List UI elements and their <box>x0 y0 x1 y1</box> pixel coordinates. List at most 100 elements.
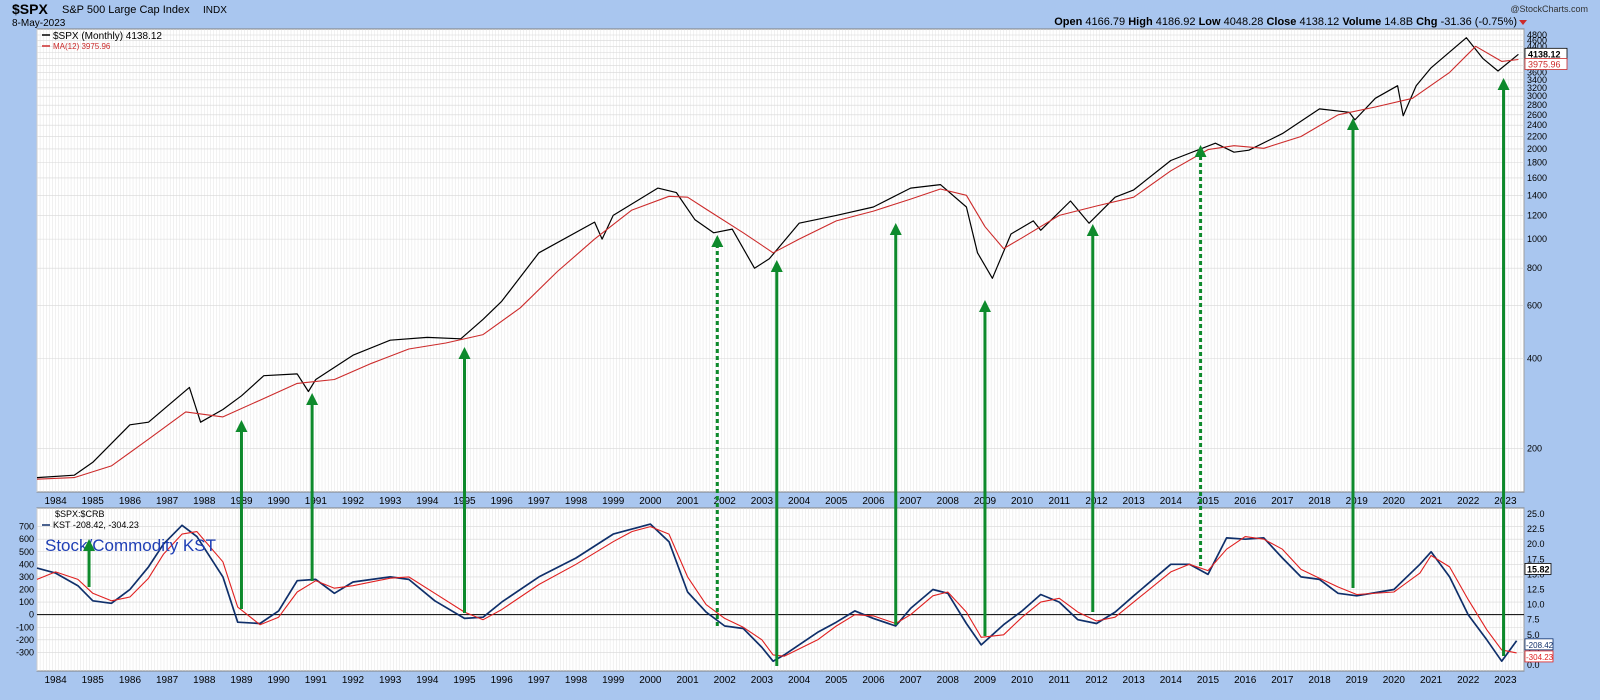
y-tick-label-right: 22.5 <box>1527 524 1545 534</box>
arrow-up-icon <box>1194 145 1207 157</box>
x-tick-label: 1984 <box>44 675 67 686</box>
x-tick-label: 2014 <box>1160 675 1183 686</box>
x-tick-label: 2004 <box>788 496 811 507</box>
x-tick-label: 2016 <box>1234 496 1257 507</box>
kst-annotation: Stock/Commodity KST <box>45 536 216 555</box>
y-tick-label-right: 10.0 <box>1527 600 1545 610</box>
x-tick-label: 2012 <box>1085 675 1108 686</box>
y-tick-label-right: 17.5 <box>1527 554 1545 564</box>
kst-signal-line <box>36 526 1517 657</box>
x-tick-label: 2014 <box>1160 496 1183 507</box>
right-axis-tag-box <box>1524 563 1552 575</box>
y-tick-label: 700 <box>19 522 34 532</box>
signal-arrows <box>83 78 1510 666</box>
price-legend-label: $SPX (Monthly) 4138.12 <box>53 31 162 42</box>
x-tick-label: 2019 <box>1346 496 1369 507</box>
x-tick-label: 1996 <box>491 675 514 686</box>
y-tick-label: 1000 <box>1527 234 1547 244</box>
x-tick-label: 2007 <box>899 675 922 686</box>
chg-value: -31.36 (-0.75%) <box>1441 16 1517 28</box>
y-tick-label: 1600 <box>1527 173 1547 183</box>
y-tick-label: 200 <box>1527 444 1542 454</box>
last-value-tag: -208.42 <box>1526 641 1554 650</box>
x-tick-label: 2016 <box>1234 675 1257 686</box>
chg-label: Chg <box>1416 16 1437 28</box>
y-tick-label: 3200 <box>1527 83 1547 93</box>
x-tick-label: 2011 <box>1049 675 1071 686</box>
y-tick-label: -300 <box>16 647 34 657</box>
index-name: S&P 500 Large Cap Index <box>62 4 190 16</box>
ratio-legend-label: $SPX:$CRB <box>55 509 105 519</box>
x-tick-label: 2008 <box>937 675 960 686</box>
x-tick-label: 2017 <box>1271 675 1294 686</box>
last-value-tag: -304.23 <box>1526 653 1554 662</box>
symbol-label: $SPX <box>12 1 48 17</box>
x-tick-label: 1994 <box>416 675 439 686</box>
low-value: 4048.28 <box>1224 16 1264 28</box>
arrow-up-icon <box>235 420 248 432</box>
x-tick-label: 1992 <box>342 496 365 507</box>
x-tick-label: 2021 <box>1420 496 1443 507</box>
last-value-tag-box <box>1524 638 1554 651</box>
y-tick-label: 800 <box>1527 263 1542 273</box>
low-label: Low <box>1199 16 1221 28</box>
y-tick-label-right: 25.0 <box>1527 509 1545 519</box>
price-series-group <box>36 37 1519 480</box>
ma-line <box>36 45 1519 480</box>
x-tick-label: 1998 <box>565 675 588 686</box>
x-tick-label: 2023 <box>1494 496 1517 507</box>
y-tick-label: -200 <box>16 635 34 645</box>
x-tick-label: 2000 <box>639 675 662 686</box>
right-axis-tag: 15.82 <box>1527 564 1550 574</box>
x-tick-label: 2023 <box>1494 675 1517 686</box>
x-tick-label: 2022 <box>1457 675 1480 686</box>
x-tick-label: 1984 <box>44 496 67 507</box>
y-tick-label: 2800 <box>1527 100 1547 110</box>
y-tick-label-right: 7.5 <box>1527 615 1540 625</box>
x-tick-label: 1986 <box>119 496 142 507</box>
x-tick-label: 1990 <box>268 496 291 507</box>
x-tick-label: 2015 <box>1197 675 1220 686</box>
last-value-tag-box <box>1524 650 1554 663</box>
price-legend: $SPX (Monthly) 4138.12 MA(12) 3975.96 <box>42 31 162 51</box>
y-tick-label-right: 20.0 <box>1527 539 1545 549</box>
x-tick-label: 2020 <box>1383 675 1406 686</box>
date-label: 8-May-2023 <box>12 18 66 29</box>
x-tick-label: 2018 <box>1308 675 1331 686</box>
arrow-up-icon <box>711 235 724 247</box>
high-label: High <box>1128 16 1153 28</box>
x-tick-label: 2019 <box>1346 675 1369 686</box>
y-tick-label: 1800 <box>1527 158 1547 168</box>
last-value-tag: 4138.12 <box>1528 49 1561 59</box>
x-tick-label: 1994 <box>416 496 439 507</box>
x-tick-label: 2020 <box>1383 496 1406 507</box>
y-tick-label: 1200 <box>1527 210 1547 220</box>
x-tick-label: 2009 <box>974 675 997 686</box>
y-tick-label: 200 <box>19 585 34 595</box>
x-tick-label: 2011 <box>1049 496 1071 507</box>
y-tick-label: 600 <box>19 534 34 544</box>
kst-legend-label: KST -208.42, -304.23 <box>53 520 139 530</box>
x-tick-label: 2013 <box>1123 496 1146 507</box>
y-tick-label-right: 12.5 <box>1527 585 1545 595</box>
x-tick-label: 1988 <box>193 675 216 686</box>
close-value: 4138.12 <box>1299 16 1339 28</box>
kst-line <box>36 523 1518 663</box>
x-tick-label: 2013 <box>1123 675 1146 686</box>
x-tick-label: 2006 <box>862 675 885 686</box>
x-tick-label: 1992 <box>342 675 365 686</box>
x-tick-label: 1987 <box>156 496 179 507</box>
x-tick-label: 2017 <box>1271 496 1294 507</box>
x-tick-label: 1991 <box>305 496 328 507</box>
price-line <box>36 37 1519 479</box>
down-triangle-icon <box>1519 20 1527 25</box>
arrow-up-icon <box>83 539 96 551</box>
arrow-up-icon <box>458 347 471 359</box>
x-tick-label: 2001 <box>676 675 699 686</box>
x-tick-label: 2012 <box>1085 496 1108 507</box>
indicator-last-value-tags: -208.42 -304.23 <box>1524 638 1554 663</box>
x-tick-label: 2010 <box>1011 675 1034 686</box>
x-tick-label: 2007 <box>899 496 922 507</box>
